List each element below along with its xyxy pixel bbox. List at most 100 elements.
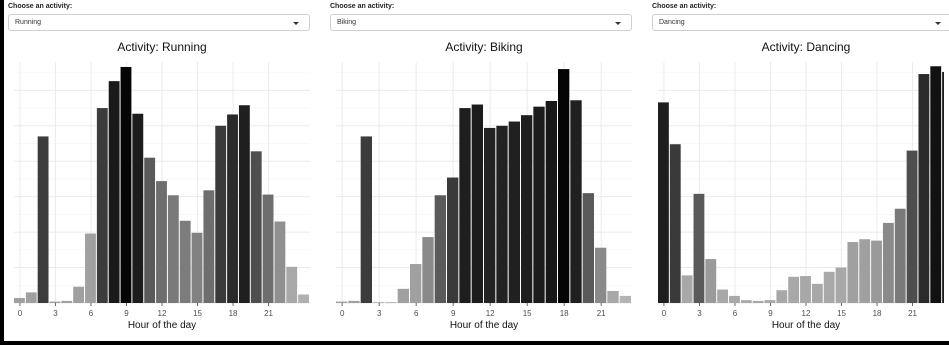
bar [397, 288, 409, 303]
x-tick-label: 21 [908, 309, 917, 318]
bar [132, 113, 144, 304]
activity-select[interactable]: Dancing [652, 14, 949, 31]
bar [120, 66, 132, 303]
bar [906, 150, 918, 303]
activity-select-value: Running [15, 19, 42, 26]
x-axis-label: Hour of the day [450, 320, 518, 331]
running-histogram: Activity: Running 0 3 6 9 12 15 18 21 Hour of the… [14, 40, 310, 331]
activity-select-label: Choose an activity: [652, 3, 717, 10]
bar [835, 267, 847, 303]
bar [262, 194, 274, 303]
bar [800, 276, 811, 303]
dancing-histogram: Activity: Dancing 0 3 6 9 12 15 18 21 Hour of the… [658, 40, 944, 331]
panel-running: Choose an activity: Running Activity: Ru… [4, 0, 316, 341]
x-tick-label: 6 [733, 309, 738, 318]
bar [930, 66, 942, 303]
caret-down-icon [293, 22, 299, 25]
bar [918, 74, 930, 303]
bar [533, 106, 545, 303]
bar [250, 151, 262, 303]
bar [348, 300, 360, 303]
bar [385, 302, 397, 303]
chart-title: Activity: Running [117, 40, 206, 54]
x-tick-label: 0 [340, 309, 345, 318]
bar [859, 239, 871, 303]
bar [360, 136, 372, 303]
bar [73, 286, 85, 303]
bar [658, 102, 669, 303]
bottom-frame-border [0, 341, 949, 345]
x-tick-label: 12 [802, 309, 811, 318]
x-tick-label: 21 [264, 309, 273, 318]
bar [764, 300, 776, 303]
bar [410, 264, 422, 303]
bar [14, 298, 25, 303]
x-axis-label: Hour of the day [128, 320, 196, 331]
bar [238, 105, 250, 303]
bar [484, 127, 496, 303]
x-tick-label: 18 [560, 309, 569, 318]
x-tick-label: 6 [414, 309, 419, 318]
x-tick-label: 6 [89, 309, 94, 318]
bar [823, 271, 835, 303]
bar [607, 290, 619, 303]
x-tick-label: 15 [193, 309, 202, 318]
x-tick-label: 18 [229, 309, 238, 318]
x-tick-label: 12 [158, 309, 167, 318]
bar [179, 220, 191, 303]
bar [37, 136, 49, 303]
bar [705, 259, 717, 303]
x-tick-label: 9 [768, 309, 773, 318]
x-tick-label: 0 [18, 309, 23, 318]
activity-select-value: Dancing [659, 19, 685, 26]
x-tick-label: 3 [377, 309, 382, 318]
activity-select-value: Biking [337, 19, 357, 26]
bar [669, 144, 681, 303]
bar [286, 266, 298, 303]
bar [61, 300, 73, 303]
bar [894, 208, 906, 303]
bar [167, 195, 179, 303]
x-tick-label: 9 [451, 309, 456, 318]
bar [191, 232, 203, 303]
bar [871, 240, 882, 303]
bar [681, 275, 693, 303]
bar [203, 190, 215, 303]
bar [740, 300, 752, 303]
bar [25, 292, 37, 303]
bar [471, 104, 483, 303]
caret-down-icon [935, 22, 941, 25]
activity-select-label: Choose an activity: [8, 3, 73, 10]
bar [776, 290, 788, 303]
bar [459, 108, 471, 303]
activity-select-label: Choose an activity: [330, 3, 395, 10]
panel-biking: Choose an activity: Biking Activity: Bik… [326, 0, 638, 341]
bar [274, 221, 286, 303]
x-tick-label: 9 [124, 309, 129, 318]
bar [108, 81, 120, 303]
bar [847, 242, 859, 303]
x-tick-label: 3 [697, 309, 702, 318]
bar [227, 114, 238, 303]
bar [373, 302, 385, 303]
x-axis-label: Hour of the day [772, 320, 840, 331]
activity-select[interactable]: Biking [330, 14, 632, 31]
caret-down-icon [615, 22, 621, 25]
bar [545, 100, 557, 303]
bar [595, 247, 607, 303]
left-frame-border [0, 0, 4, 345]
bar [693, 193, 705, 303]
bar [422, 237, 434, 303]
bar [496, 125, 508, 303]
activity-select[interactable]: Running [8, 14, 310, 31]
bar [298, 294, 309, 303]
bar [619, 295, 631, 303]
x-tick-label: 12 [486, 309, 495, 318]
bar [717, 289, 729, 303]
bar [729, 295, 740, 303]
x-tick-label: 3 [53, 309, 58, 318]
bar [570, 100, 582, 303]
chart-title: Activity: Dancing [762, 40, 851, 54]
bar [434, 195, 446, 303]
bar [215, 125, 227, 303]
